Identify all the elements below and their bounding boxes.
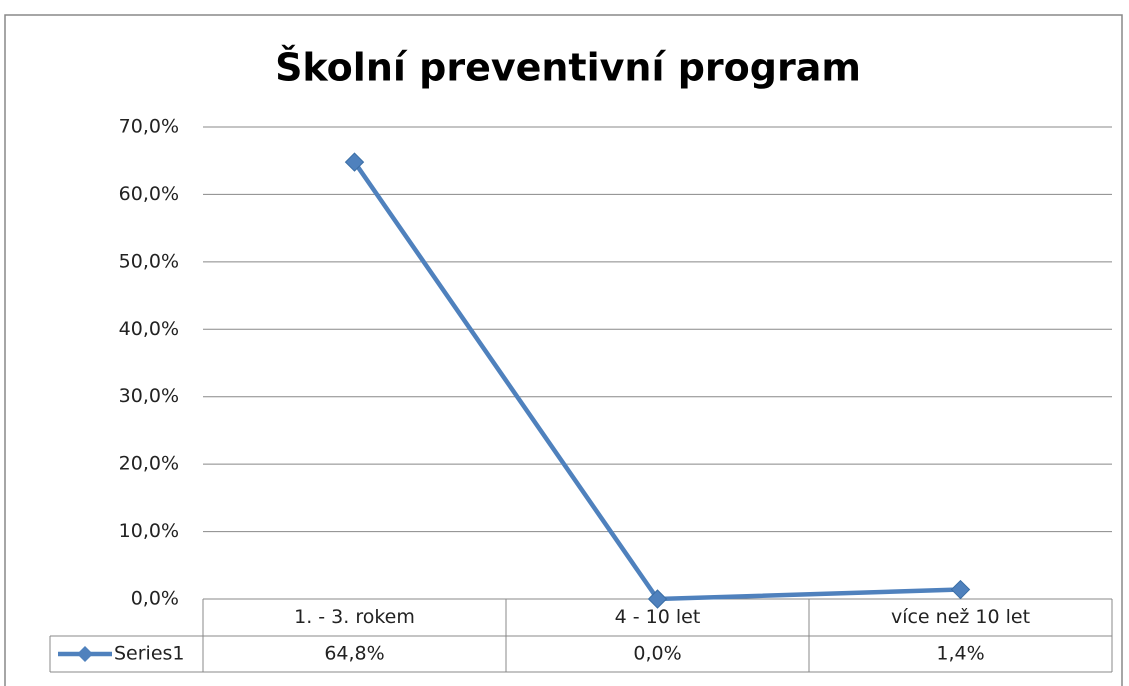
y-tick-label: 40,0% bbox=[119, 318, 179, 340]
table-value: 64,8% bbox=[324, 643, 384, 665]
marker bbox=[950, 579, 971, 600]
x-tick-label: 4 - 10 let bbox=[615, 606, 701, 628]
y-tick-label: 0,0% bbox=[131, 588, 179, 610]
chart-title: Školní preventivní program bbox=[275, 46, 861, 90]
chart-frame bbox=[4, 14, 1123, 686]
table-value: 1,4% bbox=[936, 643, 984, 665]
y-tick-label: 30,0% bbox=[119, 385, 179, 407]
x-tick-label: 1. - 3. rokem bbox=[294, 606, 415, 628]
y-tick-label: 60,0% bbox=[119, 183, 179, 205]
marker bbox=[647, 589, 668, 609]
table-value: 0,0% bbox=[633, 643, 681, 665]
series-line bbox=[352, 160, 961, 602]
y-tick-label: 20,0% bbox=[119, 453, 179, 475]
legend-label: Series1 bbox=[114, 643, 185, 665]
y-tick-label: 10,0% bbox=[119, 520, 179, 542]
x-tick-label: více než 10 let bbox=[891, 606, 1030, 628]
legend-marker bbox=[77, 646, 93, 662]
y-tick-label: 70,0% bbox=[119, 116, 179, 138]
y-tick-label: 50,0% bbox=[119, 250, 179, 272]
marker bbox=[344, 152, 365, 172]
